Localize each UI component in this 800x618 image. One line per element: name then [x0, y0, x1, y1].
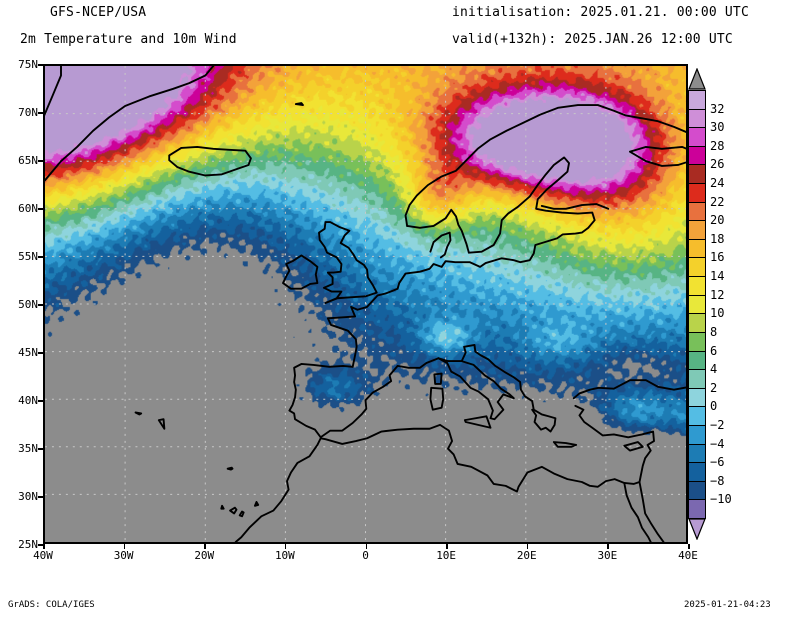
colorbar-band: [688, 462, 706, 483]
lon-tick-mark: [123, 544, 126, 549]
colorbar-band: [688, 387, 706, 408]
colorbar-tick-label: 2: [710, 380, 718, 395]
colorbar-tick-label: −10: [710, 492, 732, 507]
colorbar-tick-label: −4: [710, 436, 725, 451]
lon-tick-mark: [365, 544, 367, 549]
grads-credit: GrADS: COLA/IGES: [8, 600, 95, 610]
colorbar-band: [688, 127, 706, 148]
colorbar-band: [688, 480, 706, 501]
colorbar-tick-label: 20: [710, 213, 725, 228]
colorbar-tick-label: −8: [710, 473, 725, 488]
lon-tick-mark: [43, 544, 45, 549]
lon-tick-mark: [446, 544, 448, 549]
colorbar-band: [688, 350, 706, 371]
lat-tick-label: 45N: [18, 346, 38, 359]
colorbar-tick-label: 32: [710, 101, 725, 116]
colorbar-band: [688, 369, 706, 390]
colorbar-tick-label: 10: [710, 306, 725, 321]
colorbar-tick-label: 8: [710, 324, 718, 339]
lon-tick-label: 20E: [516, 549, 537, 562]
initialisation-text: initialisation: 2025.01.21. 00:00 UTC: [452, 5, 749, 20]
lat-tick-mark: [38, 304, 43, 306]
lon-tick-label: 10W: [274, 549, 295, 562]
colorbar-band: [688, 331, 706, 352]
lat-tick-mark: [38, 400, 43, 402]
colorbar-tick-label: 12: [710, 287, 725, 302]
lat-tick-mark: [38, 64, 43, 66]
lon-tick-label: 30E: [597, 549, 618, 562]
lat-tick-label: 30N: [18, 490, 38, 503]
lat-tick-mark: [38, 256, 43, 258]
lat-tick-mark: [38, 112, 43, 114]
colorbar-tick-label: 14: [710, 269, 725, 284]
colorbar-band: [688, 499, 706, 520]
map-plot-area: [43, 64, 688, 544]
colorbar-tick-label: 16: [710, 250, 725, 265]
colorbar-tick-label: −2: [710, 417, 725, 432]
colorbar-band: [688, 424, 706, 445]
lat-tick-mark: [38, 160, 43, 162]
colorbar-min-arrow: [688, 518, 706, 541]
colorbar-tick-label: 28: [710, 138, 725, 153]
lat-tick-label: 75N: [18, 58, 38, 71]
colorbar-max-arrow: [688, 67, 706, 90]
colorbar-band: [688, 220, 706, 241]
colorbar-tick-label: 0: [710, 399, 718, 414]
lat-tick-label: 55N: [18, 250, 38, 263]
lat-tick-mark: [38, 544, 43, 546]
lon-tick-label: 20W: [194, 549, 215, 562]
lat-tick-label: 70N: [18, 106, 38, 119]
colorbar-band: [688, 164, 706, 185]
colorbar-tick-label: 24: [710, 176, 725, 191]
colorbar-tick-label: 30: [710, 120, 725, 135]
colorbar-tick-label: 22: [710, 194, 725, 209]
lon-tick-label: 30W: [113, 549, 134, 562]
colorbar-band: [688, 238, 706, 259]
lat-tick-mark: [38, 448, 43, 450]
lat-tick-mark: [38, 208, 43, 210]
colorbar-band: [688, 183, 706, 204]
colorbar-band: [688, 443, 706, 464]
colorbar-band: [688, 108, 706, 129]
lat-tick-label: 65N: [18, 154, 38, 167]
lat-tick-mark: [38, 352, 43, 354]
lat-tick-label: 50N: [18, 298, 38, 311]
lon-tick-label: 40E: [678, 549, 698, 562]
colorbar-tick-label: 26: [710, 157, 725, 172]
lon-tick-mark: [526, 544, 529, 549]
colorbar-tick-label: 18: [710, 231, 725, 246]
lon-tick-label: 40W: [33, 549, 53, 562]
colorbar-band: [688, 294, 706, 315]
lon-tick-mark: [204, 544, 206, 549]
colorbar-band: [688, 257, 706, 278]
lon-tick-label: 0: [362, 549, 369, 562]
lat-tick-label: 40N: [18, 394, 38, 407]
lat-tick-label: 35N: [18, 442, 38, 455]
coastlines: [45, 66, 686, 542]
colorbar-tick-label: 4: [710, 362, 718, 377]
valid-time-text: valid(+132h): 2025.JAN.26 12:00 UTC: [452, 32, 733, 47]
lat-tick-label: 25N: [18, 538, 38, 551]
colorbar-band: [688, 313, 706, 334]
lon-tick-label: 10E: [436, 549, 457, 562]
lon-tick-mark: [607, 544, 609, 549]
colorbar-band: [688, 90, 706, 110]
lon-tick-mark: [284, 544, 287, 549]
lon-tick-mark: [688, 544, 690, 549]
temperature-colorbar: 32 30 28 26 24 22 20 18 16 14 12 10 8 6 4 2 0 −2 −4 −6 −8 −10: [688, 67, 732, 541]
model-title: GFS-NCEP/USA: [50, 5, 147, 20]
render-timestamp: 2025-01-21-04:23: [684, 600, 771, 610]
colorbar-band: [688, 201, 706, 222]
colorbar-band: [688, 276, 706, 297]
colorbar-tick-label: −6: [710, 455, 725, 470]
product-title: 2m Temperature and 10m Wind: [20, 32, 237, 47]
colorbar-band: [688, 145, 706, 166]
colorbar-tick-label: 6: [710, 343, 718, 358]
lat-tick-mark: [38, 496, 43, 498]
colorbar-band: [688, 406, 706, 427]
lat-tick-label: 60N: [18, 202, 38, 215]
